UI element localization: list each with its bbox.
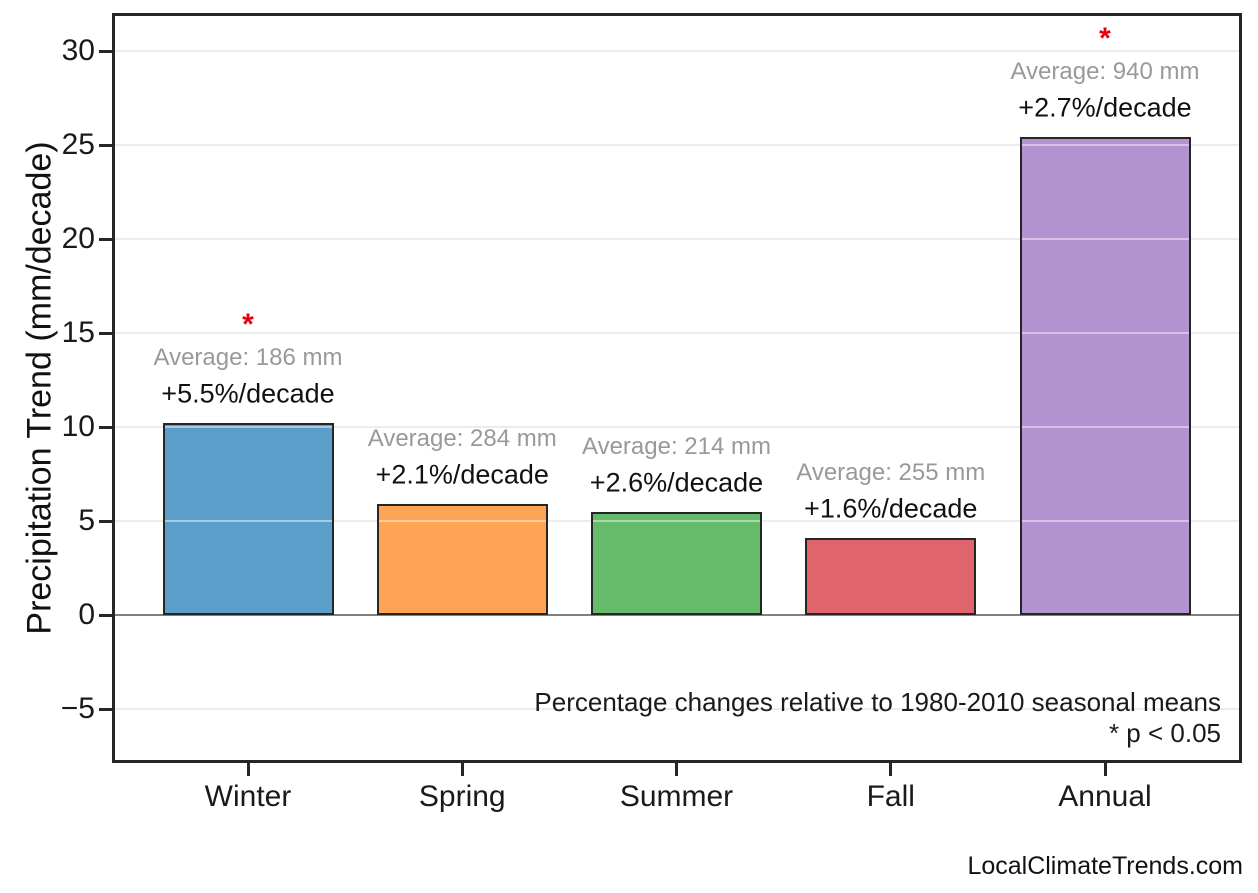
bar-annual (1019, 137, 1191, 615)
bar-gridline-overlay (593, 519, 760, 522)
x-axis-label-winter: Winter (204, 780, 292, 813)
average-label-annual: Average: 940 mm (1010, 58, 1200, 86)
y-tick-label: 5 (78, 504, 95, 537)
y-tick-label: 20 (61, 222, 95, 255)
y-tick-label: 25 (61, 128, 95, 161)
gridline--5 (112, 708, 1242, 710)
y-tick-mark (99, 519, 112, 523)
note-line-2: * p < 0.05 (1108, 718, 1221, 748)
x-tick-mark (246, 763, 250, 776)
y-tick-mark (99, 237, 112, 241)
bar-gridline-overlay (378, 519, 546, 522)
bar-gridline-overlay (164, 425, 332, 428)
y-tick-label: 15 (61, 316, 95, 349)
bar-gridline-overlay (164, 519, 332, 522)
bar-gridline-overlay (1021, 331, 1189, 334)
x-axis-label-summer: Summer (619, 780, 734, 813)
bar-gridline-overlay (1021, 143, 1189, 146)
y-tick-mark (99, 331, 112, 335)
y-tick-mark (99, 49, 112, 53)
x-axis-label-annual: Annual (1058, 780, 1152, 813)
y-tick-label: −5 (60, 692, 95, 725)
bar-gridline-overlay (1021, 425, 1189, 428)
y-tick-mark (99, 143, 112, 147)
bar-winter (162, 423, 334, 615)
x-tick-mark (675, 763, 678, 776)
x-axis-label-spring: Spring (418, 780, 506, 813)
y-tick-label: 30 (61, 34, 95, 67)
trend-label-winter: +5.5%/decade (161, 378, 335, 409)
y-tick-mark (99, 707, 112, 711)
y-tick-label: 10 (61, 410, 95, 443)
average-label-fall: Average: 255 mm (796, 458, 986, 486)
note-line-1: Percentage changes relative to 1980-2010… (534, 687, 1221, 717)
bar-fall (805, 537, 977, 615)
average-label-winter: Average: 186 mm (153, 344, 343, 372)
gridline-30 (112, 50, 1242, 52)
x-tick-mark (889, 763, 893, 776)
bar-gridline-overlay (1021, 519, 1189, 522)
gridline-15 (112, 332, 1242, 334)
plot-area: Average: 186 mm +5.5%/decade * Average: 284… (112, 13, 1242, 763)
trend-label-summer: +2.6%/decade (589, 467, 764, 498)
y-tick-label: 0 (78, 598, 95, 631)
significance-asterisk-annual: * (1099, 22, 1111, 56)
average-label-summer: Average: 214 mm (582, 432, 771, 460)
trend-label-spring: +2.1%/decade (375, 459, 549, 490)
gridline-20 (112, 238, 1242, 240)
gridline-25 (112, 144, 1242, 146)
trend-label-fall: +1.6%/decade (804, 493, 978, 524)
trend-label-annual: +2.7%/decade (1018, 92, 1192, 123)
x-tick-mark (1103, 763, 1107, 776)
bar-summer (591, 511, 762, 615)
bar-spring (376, 504, 548, 615)
y-tick-mark (99, 425, 112, 429)
gridline-10 (112, 426, 1242, 428)
notes-block: Percentage changes relative to 1980-2010… (534, 687, 1221, 749)
average-label-spring: Average: 284 mm (367, 425, 557, 453)
x-tick-mark (460, 763, 464, 776)
x-axis-label-fall: Fall (866, 780, 915, 813)
significance-asterisk-winter: * (242, 308, 254, 342)
y-tick-mark (99, 613, 112, 617)
y-axis-title: Precipitation Trend (mm/decade) (20, 141, 59, 635)
bar-gridline-overlay (1021, 237, 1189, 240)
watermark: LocalClimateTrends.com (967, 852, 1243, 880)
zero-line (112, 614, 1242, 616)
